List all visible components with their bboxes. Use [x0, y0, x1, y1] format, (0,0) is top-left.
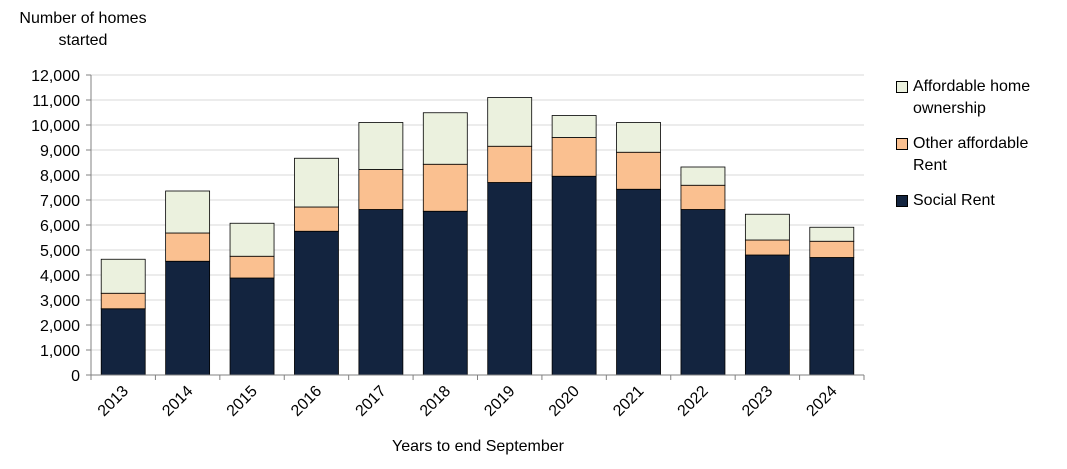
gridlines — [91, 74, 864, 351]
bar-segment-other-affordable-rent — [809, 240, 855, 258]
bar-segment-other-affordable-rent — [358, 169, 404, 210]
bar-segment-social-rent — [744, 254, 790, 376]
x-tick-label: 2014 — [159, 383, 196, 420]
y-tick-label: 5,000 — [40, 243, 80, 260]
x-tick-label: 2023 — [739, 383, 776, 420]
bar-segment-social-rent — [809, 257, 855, 376]
bar-segment-social-rent — [358, 209, 404, 376]
legend-item-social-rent: Social Rent — [896, 190, 995, 212]
y-tick-label: 0 — [71, 368, 80, 385]
y-tick-label: 9,000 — [40, 143, 80, 160]
legend-item-affordable-home-ownership: Affordable home ownership — [896, 76, 1030, 120]
bar-segment-social-rent — [422, 210, 468, 376]
x-tick-label: 2015 — [224, 383, 261, 420]
x-tick-label: 2016 — [288, 383, 325, 420]
y-tick-label: 3,000 — [40, 293, 80, 310]
bar-segment-affordable-home-ownership — [487, 97, 533, 147]
bar-segment-other-affordable-rent — [487, 145, 533, 183]
y-axis-title-line-1: Number of homes — [19, 10, 147, 27]
bar-segment-other-affordable-rent — [422, 163, 468, 212]
legend-swatch-other-affordable-rent — [896, 138, 908, 150]
bar-segment-other-affordable-rent — [294, 206, 339, 232]
legend-label-line: Affordable home — [913, 78, 1031, 95]
x-axis-title: Years to end September — [392, 438, 565, 455]
bar-segment-affordable-home-ownership — [616, 122, 661, 153]
bars — [100, 97, 855, 376]
y-tick-label: 12,000 — [31, 68, 80, 85]
legend-label-line: Rent — [913, 157, 947, 174]
bar-segment-affordable-home-ownership — [294, 157, 339, 208]
bar-segment-other-affordable-rent — [229, 255, 275, 279]
y-tick-label: 11,000 — [32, 93, 80, 110]
y-tick-label: 7,000 — [40, 193, 80, 210]
bar-segment-affordable-home-ownership — [358, 122, 404, 170]
bar-segment-social-rent — [680, 209, 726, 376]
bar-segment-social-rent — [487, 182, 533, 376]
legend-label-line: Social Rent — [913, 192, 995, 209]
x-tick-label: 2019 — [481, 383, 518, 420]
x-tick-label: 2013 — [95, 383, 132, 420]
x-tick-label: 2017 — [353, 383, 390, 420]
x-tick-label: 2020 — [546, 383, 583, 420]
bar-segment-other-affordable-rent — [551, 137, 597, 177]
bar-segment-affordable-home-ownership — [744, 213, 790, 241]
y-tick-label: 8,000 — [40, 168, 80, 185]
y-tick-label: 4,000 — [40, 268, 80, 285]
x-tick-label: 2022 — [675, 383, 712, 420]
y-axis-title: Number of homes started — [8, 8, 158, 52]
bar-segment-other-affordable-rent — [100, 292, 146, 310]
legend-item-other-affordable-rent: Other affordable Rent — [896, 133, 1028, 177]
bar-segment-affordable-home-ownership — [100, 258, 146, 294]
bar-segment-affordable-home-ownership — [680, 166, 726, 186]
bar-segment-other-affordable-rent — [165, 232, 211, 262]
bar-segment-social-rent — [294, 230, 339, 376]
legend-label-line: ownership — [913, 100, 986, 117]
bar-segment-other-affordable-rent — [744, 239, 790, 256]
y-tick-label: 2,000 — [40, 318, 80, 335]
legend-swatch-affordable-home-ownership — [896, 81, 908, 93]
bar-segment-affordable-home-ownership — [422, 112, 468, 165]
bar-segment-affordable-home-ownership — [551, 115, 597, 138]
bar-segment-other-affordable-rent — [616, 151, 661, 190]
y-tick-label: 1,000 — [40, 343, 80, 360]
bar-segment-affordable-home-ownership — [809, 226, 855, 242]
legend-swatch-social-rent — [896, 195, 908, 207]
bar-segment-social-rent — [165, 260, 211, 376]
y-tick-label: 10,000 — [31, 118, 80, 135]
bar-segment-affordable-home-ownership — [165, 190, 211, 234]
bar-segment-affordable-home-ownership — [229, 222, 275, 257]
bar-segment-other-affordable-rent — [680, 184, 726, 210]
bar-segment-social-rent — [616, 188, 661, 376]
x-tick-label: 2024 — [803, 383, 840, 420]
legend-label-line: Other affordable — [913, 135, 1029, 152]
bar-segment-social-rent — [551, 175, 597, 376]
bar-segment-social-rent — [229, 277, 275, 376]
x-tick-label: 2021 — [610, 383, 647, 420]
y-tick-label: 6,000 — [40, 218, 80, 235]
y-axis-title-line-2: started — [58, 32, 108, 49]
x-tick-label: 2018 — [417, 383, 454, 420]
bar-segment-social-rent — [100, 308, 146, 376]
